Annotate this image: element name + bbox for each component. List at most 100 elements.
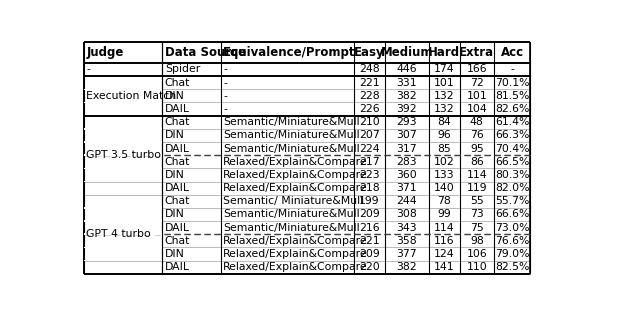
Text: -: -: [223, 91, 227, 101]
Text: Semantic/ Miniature&Mull: Semantic/ Miniature&Mull: [223, 196, 364, 206]
Text: 382: 382: [397, 91, 417, 101]
Text: 382: 382: [397, 262, 417, 272]
Text: Chat: Chat: [165, 78, 190, 88]
Text: 61.4%: 61.4%: [495, 117, 529, 127]
Text: Semantic/Miniature&Mull: Semantic/Miniature&Mull: [223, 117, 360, 127]
Text: 96: 96: [437, 130, 451, 141]
Text: -: -: [510, 65, 514, 75]
Text: 48: 48: [470, 117, 484, 127]
Text: DIN: DIN: [165, 170, 185, 180]
Text: 317: 317: [397, 143, 417, 153]
Text: DAIL: DAIL: [165, 143, 190, 153]
Text: 377: 377: [397, 249, 417, 259]
Bar: [84, 220, 162, 222]
Text: 133: 133: [434, 170, 454, 180]
Text: 223: 223: [359, 170, 380, 180]
Text: Medium: Medium: [381, 46, 433, 59]
Text: 207: 207: [359, 130, 380, 141]
Text: 199: 199: [359, 196, 380, 206]
Text: 73.0%: 73.0%: [495, 223, 529, 233]
Text: DAIL: DAIL: [165, 104, 190, 114]
Text: 80.3%: 80.3%: [495, 170, 529, 180]
Text: Semantic/Miniature&Mull: Semantic/Miniature&Mull: [223, 143, 360, 153]
Text: 101: 101: [467, 91, 487, 101]
Text: Semantic/Miniature&Mull: Semantic/Miniature&Mull: [223, 210, 360, 219]
Text: 82.6%: 82.6%: [495, 104, 529, 114]
Text: 55.7%: 55.7%: [495, 196, 529, 206]
Text: 79.0%: 79.0%: [495, 249, 529, 259]
Text: 73: 73: [470, 210, 484, 219]
Text: 293: 293: [397, 117, 417, 127]
Text: 98: 98: [470, 236, 484, 246]
Text: 166: 166: [467, 65, 487, 75]
Text: 84: 84: [437, 117, 451, 127]
Text: -: -: [223, 65, 227, 75]
Text: 248: 248: [359, 65, 380, 75]
Text: 119: 119: [467, 183, 487, 193]
Text: 110: 110: [467, 262, 487, 272]
Text: 66.5%: 66.5%: [495, 157, 529, 167]
Text: Acc: Acc: [500, 46, 524, 59]
Text: 228: 228: [359, 91, 380, 101]
Text: 392: 392: [397, 104, 417, 114]
Bar: [84, 141, 162, 143]
Bar: [84, 260, 162, 261]
Text: Relaxed/Explain&Compare: Relaxed/Explain&Compare: [223, 170, 368, 180]
Text: Relaxed/Explain&Compare: Relaxed/Explain&Compare: [223, 249, 368, 259]
Text: 308: 308: [397, 210, 417, 219]
Text: 86: 86: [470, 157, 484, 167]
Text: Data Source: Data Source: [165, 46, 246, 59]
Text: Chat: Chat: [165, 236, 190, 246]
Text: 209: 209: [359, 210, 380, 219]
Text: 104: 104: [467, 104, 487, 114]
Bar: [84, 154, 162, 156]
Bar: [84, 128, 162, 130]
Text: 221: 221: [359, 78, 380, 88]
Text: Semantic/Miniature&Mull: Semantic/Miniature&Mull: [223, 130, 360, 141]
Text: 114: 114: [467, 170, 487, 180]
Text: GPT 3.5 turbo: GPT 3.5 turbo: [86, 150, 161, 160]
Text: 116: 116: [434, 236, 454, 246]
Text: 221: 221: [359, 236, 380, 246]
Text: 210: 210: [359, 117, 380, 127]
Bar: [84, 102, 162, 103]
Text: 132: 132: [434, 104, 454, 114]
Text: 220: 220: [359, 262, 380, 272]
Text: GPT 4 turbo: GPT 4 turbo: [86, 229, 151, 239]
Bar: [84, 234, 162, 235]
Text: 358: 358: [397, 236, 417, 246]
Text: 446: 446: [397, 65, 417, 75]
Text: Chat: Chat: [165, 157, 190, 167]
Text: Hard: Hard: [428, 46, 460, 59]
Text: 224: 224: [359, 143, 380, 153]
Text: Chat: Chat: [165, 196, 190, 206]
Text: 72: 72: [470, 78, 484, 88]
Text: 55: 55: [470, 196, 484, 206]
Text: 66.3%: 66.3%: [495, 130, 529, 141]
Text: 343: 343: [397, 223, 417, 233]
Text: Chat: Chat: [165, 117, 190, 127]
Text: -: -: [86, 65, 90, 75]
Text: 124: 124: [434, 249, 454, 259]
Bar: [84, 207, 162, 209]
Text: DIN: DIN: [165, 130, 185, 141]
Text: 99: 99: [437, 210, 451, 219]
Bar: [84, 247, 162, 248]
Text: 81.5%: 81.5%: [495, 91, 529, 101]
Text: 283: 283: [397, 157, 417, 167]
Text: Spider: Spider: [165, 65, 200, 75]
Text: 70.1%: 70.1%: [495, 78, 529, 88]
Text: DIN: DIN: [165, 249, 185, 259]
Text: Judge: Judge: [86, 46, 124, 59]
Text: 174: 174: [434, 65, 454, 75]
Text: DAIL: DAIL: [165, 262, 190, 272]
Text: 331: 331: [397, 78, 417, 88]
Text: 114: 114: [434, 223, 454, 233]
Text: Extra: Extra: [460, 46, 494, 59]
Text: 371: 371: [397, 183, 417, 193]
Text: 132: 132: [434, 91, 454, 101]
Text: 70.4%: 70.4%: [495, 143, 529, 153]
Text: DAIL: DAIL: [165, 183, 190, 193]
Text: 226: 226: [359, 104, 380, 114]
Text: 209: 209: [359, 249, 380, 259]
